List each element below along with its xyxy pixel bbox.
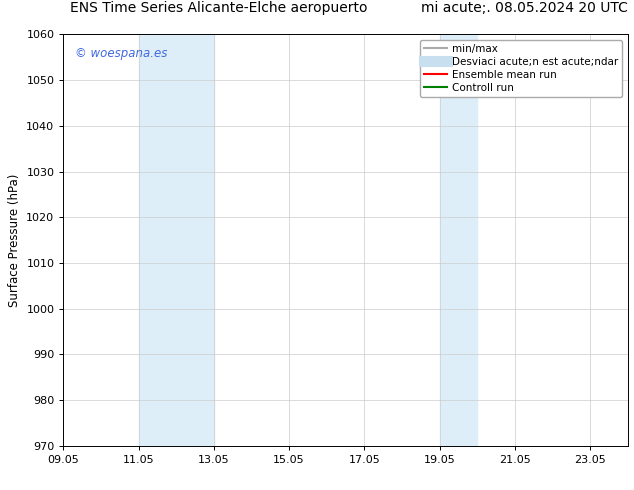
Text: ENS Time Series Alicante-Elche aeropuerto: ENS Time Series Alicante-Elche aeropuert… [70,0,367,15]
Bar [439,34,477,446]
Y-axis label: Surface Pressure (hPa): Surface Pressure (hPa) [8,173,21,307]
Legend: min/max, Desviaci acute;n est acute;ndar, Ensemble mean run, Controll run: min/max, Desviaci acute;n est acute;ndar… [420,40,623,97]
Text: © woespana.es: © woespana.es [75,47,167,60]
Bar [139,34,214,446]
Text: mi acute;. 08.05.2024 20 UTC: mi acute;. 08.05.2024 20 UTC [421,0,628,15]
